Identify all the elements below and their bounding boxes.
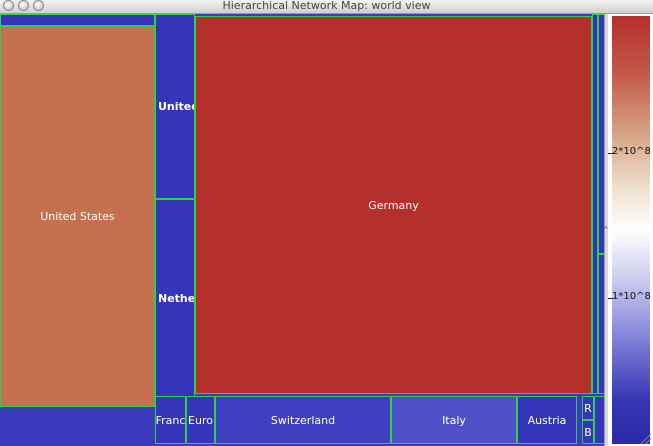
legend-gradient — [612, 16, 650, 444]
legend-tick-label: 1*10^8 — [612, 291, 651, 302]
zoom-window-button[interactable] — [33, 0, 44, 11]
cell-austria[interactable]: Austria — [517, 396, 577, 444]
cell-label: Euro — [188, 413, 213, 427]
cell-label: Italy — [442, 413, 466, 427]
color-legend — [608, 14, 653, 446]
window-titlebar: Hierarchical Network Map: world view — [0, 0, 653, 14]
cell-label: Franc — [155, 413, 186, 427]
close-window-button[interactable] — [3, 0, 14, 11]
cell-label: Nether — [158, 291, 195, 305]
cell-switzerland[interactable]: Switzerland — [215, 396, 391, 444]
cell-franc[interactable]: Franc — [155, 396, 186, 444]
splitter-grip-icon[interactable]: ^ — [604, 225, 608, 234]
treemap[interactable]: United States United Nether Germany Fran… — [0, 14, 605, 446]
legend-tick-mark — [608, 153, 613, 154]
cell-label: R — [584, 401, 592, 415]
cell-r[interactable]: R — [582, 396, 594, 420]
cell-label: Switzerland — [270, 413, 336, 427]
cell-small-2[interactable] — [592, 14, 598, 394]
cell-label: United States — [40, 210, 115, 223]
cell-germany[interactable]: Germany — [195, 16, 592, 394]
cell-united[interactable]: United — [155, 14, 195, 199]
cell-italy[interactable]: Italy — [391, 396, 517, 444]
legend-tick-label: 2*10^8 — [612, 146, 651, 157]
cell-united-states[interactable]: United States — [0, 26, 155, 407]
treemap-top-strip[interactable] — [0, 14, 155, 26]
minimize-window-button[interactable] — [18, 0, 29, 11]
cell-b[interactable]: B — [582, 420, 594, 444]
cell-nether[interactable]: Nether — [155, 199, 195, 397]
cell-label: United — [158, 100, 194, 113]
window-title: Hierarchical Network Map: world view — [222, 0, 431, 12]
cell-euro[interactable]: Euro — [186, 396, 215, 444]
resize-grip-icon[interactable] — [641, 434, 651, 444]
cell-label: Germany — [368, 198, 419, 212]
cell-label: Austria — [527, 413, 567, 427]
legend-tick-mark — [608, 298, 613, 299]
cell-label: B — [584, 425, 592, 439]
splitter[interactable] — [604, 14, 608, 446]
